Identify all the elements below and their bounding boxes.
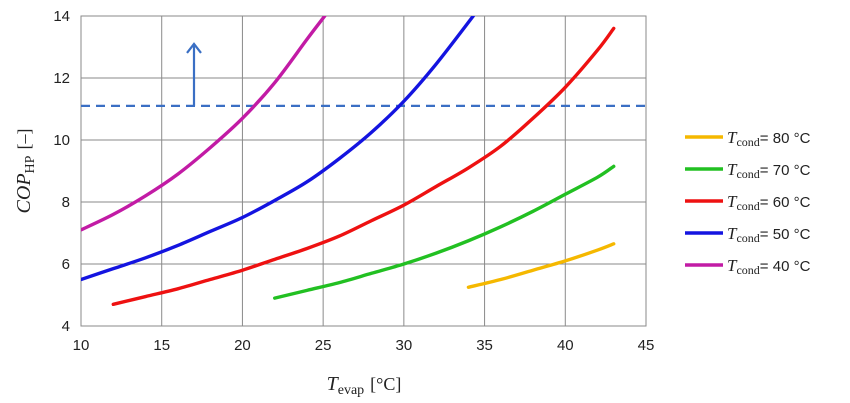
series-line-0 [466,242,616,289]
y-tick-label: 4 [62,318,70,335]
legend-label: Tcond= 60 °C [727,192,811,213]
x-axis-title: Tevap [°C] [327,373,402,398]
y-tick-label: 6 [62,256,70,273]
series-lines [81,16,616,306]
arrow-head [186,42,202,54]
x-tick-label: 15 [153,337,170,354]
legend-label: Tcond= 80 °C [727,128,811,149]
x-tick-label: 10 [73,337,90,354]
x-tick-label: 30 [396,337,413,354]
y-tick-label: 12 [53,70,70,87]
x-tick-label: 20 [234,337,251,354]
series-line-1 [273,164,616,300]
annotations [81,42,646,108]
plot-area-border [80,15,647,327]
y-tick-label: 14 [53,8,70,25]
y-tick-label: 10 [53,132,70,149]
legend-label: Tcond= 50 °C [727,224,811,245]
x-tick-label: 25 [315,337,332,354]
x-axis-tick-labels: 10 15 20 25 30 35 40 45 [73,337,655,354]
legend-label: Tcond= 40 °C [727,256,811,277]
x-tick-label: 40 [557,337,574,354]
series-line-2 [111,26,616,306]
gridlines [80,15,647,327]
y-tick-label: 8 [62,194,70,211]
series-line-4 [81,16,327,232]
x-tick-label: 45 [638,337,655,354]
y-axis-title: COPHP[–] [13,129,38,214]
series-line-3 [81,16,475,282]
x-tick-label: 35 [476,337,493,354]
legend: Tcond= 80 °C Tcond= 70 °C Tcond= 60 °C Tcon… [685,128,811,277]
y-axis-tick-labels: 4 6 8 10 12 14 [53,8,70,335]
legend-label: Tcond= 70 °C [727,160,811,181]
